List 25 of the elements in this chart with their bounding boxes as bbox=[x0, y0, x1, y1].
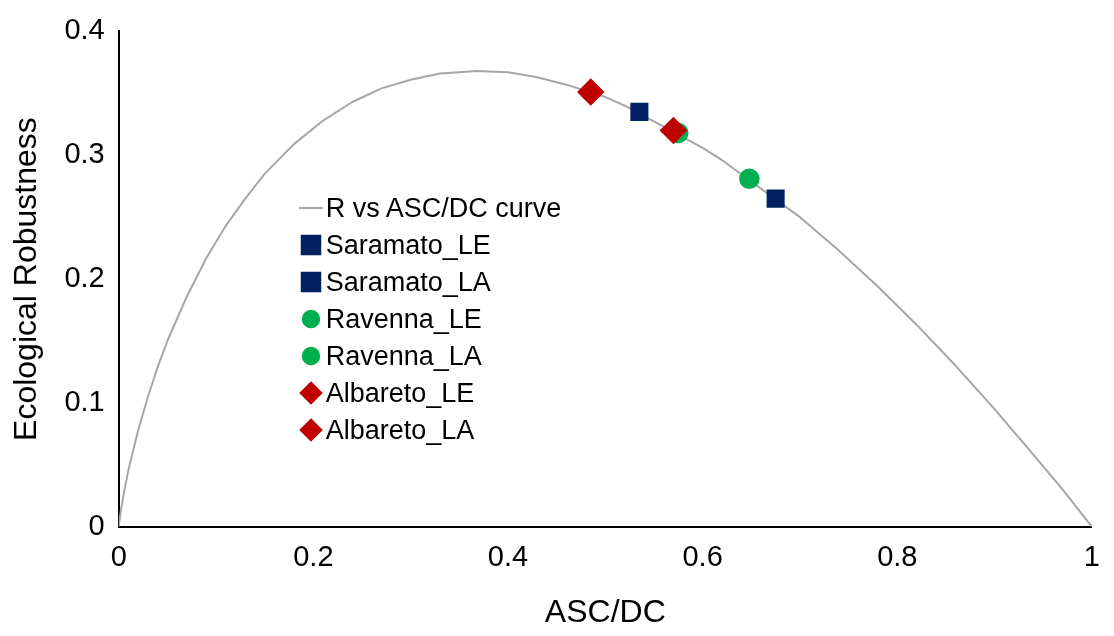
y-tick-label: 0 bbox=[88, 508, 105, 541]
legend-label: Albareto_LA bbox=[325, 414, 475, 446]
legend-label: Saramato_LA bbox=[325, 266, 491, 298]
legend-label: Albareto_LE bbox=[325, 377, 475, 409]
y-tick-label: 0.2 bbox=[64, 261, 105, 294]
legend-label: Ravenna_LE bbox=[325, 303, 482, 335]
y-tick-label: 0.1 bbox=[64, 384, 105, 417]
y-axis-title: Ecological Robustness bbox=[7, 117, 44, 441]
x-tick-label: 0.8 bbox=[877, 540, 918, 573]
point bbox=[577, 78, 604, 106]
y-tick-label: 0.3 bbox=[64, 137, 105, 170]
point bbox=[739, 168, 760, 190]
x-tick-label: 0.4 bbox=[487, 540, 529, 573]
legend-label: Saramato_LE bbox=[325, 229, 491, 261]
y-tick-label: 0.4 bbox=[64, 13, 105, 46]
legend-label: R vs ASC/DC curve bbox=[325, 192, 562, 224]
x-tick-label: 0.2 bbox=[293, 540, 334, 573]
point bbox=[766, 189, 785, 208]
x-tick-label: 1 bbox=[1083, 540, 1101, 573]
legend-label: Ravenna_LA bbox=[325, 340, 482, 372]
x-tick-label: 0 bbox=[110, 540, 127, 573]
x-axis-title: ASC/DC bbox=[544, 592, 666, 629]
x-tick-label: 0.6 bbox=[682, 540, 723, 573]
point bbox=[630, 102, 649, 121]
point bbox=[660, 117, 687, 144]
